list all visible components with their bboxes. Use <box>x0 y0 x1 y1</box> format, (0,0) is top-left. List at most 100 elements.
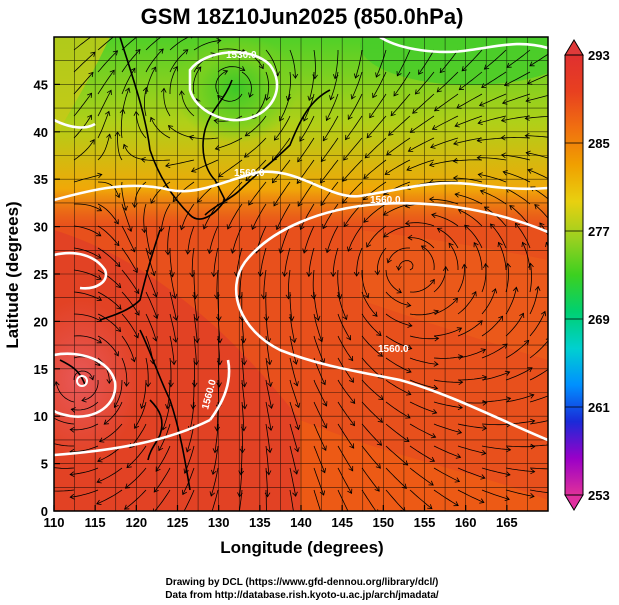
streamline <box>506 49 531 68</box>
streamline-arrowhead <box>436 87 442 93</box>
streamline <box>363 159 387 179</box>
streamline-arrowhead <box>347 488 353 495</box>
streamline-arrowhead <box>431 212 437 219</box>
streamline <box>145 335 154 364</box>
streamline <box>241 357 245 387</box>
streamline <box>145 269 157 297</box>
streamline-arrowhead <box>196 66 202 72</box>
streamline-arrowhead <box>115 261 121 268</box>
streamline <box>473 242 483 271</box>
streamline-arrowhead <box>525 150 531 157</box>
streamline <box>457 489 485 503</box>
streamline-arrowhead <box>130 67 136 73</box>
streamline <box>227 203 243 230</box>
streamline-arrowhead <box>456 103 462 109</box>
streamline-arrowhead <box>502 170 508 176</box>
streamline-arrowhead <box>244 131 251 137</box>
streamline-arrowhead <box>119 108 126 114</box>
colorbar-bottom-arrow <box>564 494 584 511</box>
streamline <box>245 115 267 137</box>
streamline <box>526 152 548 159</box>
streamline <box>289 489 294 511</box>
streamline-arrowhead <box>145 382 152 388</box>
streamline <box>412 93 435 114</box>
streamline-arrowhead <box>278 248 284 254</box>
streamline <box>433 379 463 383</box>
streamline-arrowhead <box>399 530 403 535</box>
streamline <box>97 111 110 139</box>
streamline-arrowhead <box>211 469 217 476</box>
streamline-arrowhead <box>374 270 381 276</box>
streamline-arrowhead <box>106 133 112 139</box>
x-tick-label: 145 <box>331 515 353 530</box>
streamline <box>265 313 270 343</box>
streamline <box>289 313 296 343</box>
x-tick-label: 115 <box>85 515 106 530</box>
streamline <box>259 247 267 277</box>
streamline <box>409 279 435 293</box>
streamline <box>192 66 202 95</box>
streamline-arrowhead <box>480 348 487 354</box>
streamline <box>456 93 483 109</box>
streamline <box>481 397 511 403</box>
streamline <box>70 423 99 431</box>
streamline <box>236 247 243 277</box>
streamline <box>429 198 459 205</box>
streamline <box>490 223 507 249</box>
streamline <box>393 71 411 97</box>
streamline <box>73 269 102 280</box>
streamline <box>347 225 363 252</box>
streamline-arrowhead <box>172 196 178 203</box>
streamline-arrowhead <box>366 242 372 248</box>
streamline-arrowhead <box>291 337 297 344</box>
streamline-arrowhead <box>152 292 158 298</box>
streamline <box>337 401 355 426</box>
streamline <box>289 357 298 386</box>
streamline-arrowhead <box>185 447 191 453</box>
streamline <box>97 90 112 117</box>
streamline <box>529 489 548 494</box>
streamline-arrowhead <box>285 95 292 102</box>
streamline <box>481 445 511 451</box>
streamline <box>203 203 219 230</box>
streamline-arrowhead <box>319 513 324 518</box>
streamline <box>554 286 560 314</box>
streamline-arrowhead <box>150 270 156 277</box>
streamline <box>97 247 121 267</box>
streamline-arrowhead <box>429 456 436 462</box>
streamline <box>145 313 157 341</box>
streamline <box>308 71 315 101</box>
streamline <box>481 343 508 359</box>
streamline-arrowhead <box>179 90 185 96</box>
streamline-arrowhead <box>452 175 458 181</box>
streamline <box>525 135 548 138</box>
streamline <box>481 423 511 426</box>
streamline <box>361 270 369 298</box>
streamline-arrowhead <box>320 467 326 474</box>
streamline <box>320 181 339 206</box>
streamline-arrowhead <box>96 499 102 505</box>
streamline <box>313 489 321 511</box>
streamline-arrowhead <box>69 493 75 500</box>
streamline-arrowhead <box>482 400 488 406</box>
streamline-arrowhead <box>152 530 157 535</box>
streamline <box>244 137 267 158</box>
streamline-arrowhead <box>524 339 530 346</box>
streamline <box>313 467 325 496</box>
y-tick-label: 0 <box>41 504 48 519</box>
streamline-arrowhead <box>170 360 177 366</box>
streamline <box>337 423 355 449</box>
streamline-arrowhead <box>104 110 111 117</box>
credit-drawing: Drawing by DCL (https://www.gfd-dennou.o… <box>166 577 439 588</box>
y-tick-label: 20 <box>34 314 48 329</box>
streamline-arrowhead <box>320 178 326 184</box>
streamline <box>217 357 220 387</box>
streamline-arrowhead <box>457 404 463 411</box>
streamline-arrowhead <box>483 262 489 269</box>
streamline <box>73 51 96 73</box>
streamline <box>141 379 147 409</box>
x-tick-label: 155 <box>414 515 436 530</box>
streamline <box>505 188 531 205</box>
streamline-arrowhead <box>241 404 248 410</box>
streamline <box>241 379 246 409</box>
